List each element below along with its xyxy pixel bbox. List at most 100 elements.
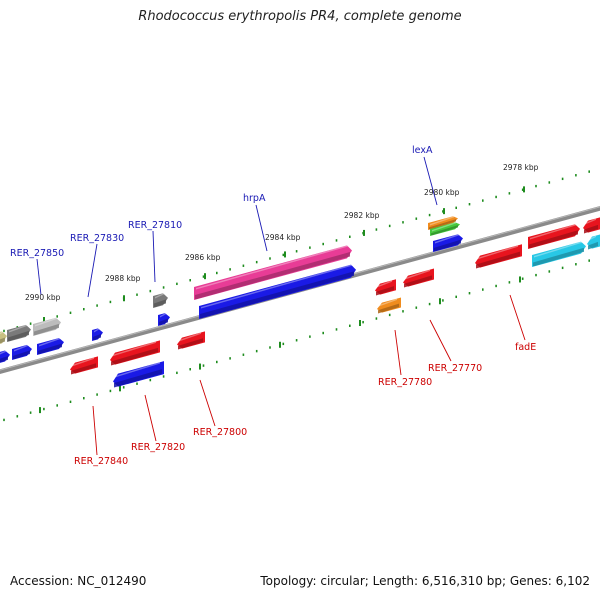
tick-dot	[402, 310, 404, 313]
leader-line	[36, 258, 42, 296]
tick-dot	[309, 335, 311, 338]
major-tick	[443, 208, 445, 215]
major-tick	[519, 276, 521, 283]
tick-dot	[96, 304, 98, 307]
tick-dot	[69, 311, 72, 315]
gene-label: fadE	[515, 342, 536, 353]
leader-line	[144, 394, 157, 442]
tick-dot	[468, 203, 471, 206]
gene-arrow	[583, 217, 600, 234]
tick-dot	[508, 281, 511, 284]
gene-arrow	[7, 324, 31, 342]
gene-arrow	[153, 292, 168, 308]
gene-highlight	[196, 244, 348, 290]
gene-arrow	[528, 223, 580, 249]
gene-highlight	[201, 264, 352, 309]
tick-dot	[96, 393, 98, 396]
major-tick	[284, 251, 286, 258]
tick-dot	[535, 273, 537, 277]
tick-dot	[335, 328, 338, 331]
gene-arrow	[0, 350, 10, 363]
gene-label: RER_27770	[428, 363, 482, 374]
gene-shade	[200, 271, 354, 319]
tick-dot	[3, 329, 5, 333]
major-tick	[359, 320, 361, 327]
tick-dot	[521, 188, 524, 191]
gene-highlight	[39, 337, 60, 347]
tick-dot	[83, 307, 85, 311]
leader-line	[152, 230, 156, 283]
leader-line	[92, 405, 98, 456]
gene-shade	[195, 252, 350, 300]
gene-label: RER_27830	[70, 233, 124, 244]
tick-dot	[535, 184, 537, 188]
tick-dot	[56, 315, 58, 318]
tick-dot	[176, 282, 178, 286]
tick-dot	[282, 253, 285, 257]
gene-arrow	[428, 215, 458, 230]
tick-dot	[388, 313, 391, 317]
gene-label: RER_27820	[131, 442, 185, 453]
tick-dot	[575, 174, 577, 177]
leader-line	[199, 379, 216, 427]
tick-dot	[309, 246, 311, 249]
tick-dot	[362, 320, 364, 324]
tick-dot	[149, 289, 152, 293]
gene-highlight	[9, 324, 27, 333]
tick-dot	[295, 339, 298, 342]
gene-highlight	[585, 218, 596, 225]
gene-shade	[34, 323, 59, 336]
gene-shade	[114, 369, 162, 388]
gene-shade	[429, 219, 456, 230]
gene-arrow	[403, 268, 434, 288]
tick-dot	[428, 213, 431, 217]
forward-gene-labels: RER_27850 RER_27830 RER_27810 hrpA lexA	[10, 145, 433, 259]
gene-shade	[431, 225, 458, 236]
gene-shade	[13, 350, 30, 360]
major-tick	[204, 273, 206, 280]
accession-text: Accession: NC_012490	[10, 574, 147, 588]
tick-dot	[402, 221, 404, 224]
leader-line	[429, 319, 452, 362]
major-tick	[523, 186, 525, 193]
tick-dot	[588, 259, 590, 262]
gene-highlight	[530, 223, 576, 240]
gene-arrow	[110, 340, 160, 366]
tick-dot	[189, 368, 191, 371]
gene-label: RER_27780	[378, 377, 432, 388]
tick-dot	[561, 177, 564, 181]
tick-label: 2988 kbp	[105, 274, 141, 283]
gene-highlight	[115, 362, 160, 378]
gene-highlight	[0, 350, 6, 355]
tick-dot	[428, 302, 431, 306]
gene-shade	[93, 333, 101, 341]
gene-shade	[376, 286, 394, 296]
gene-shade	[159, 318, 168, 326]
gene-highlight	[379, 298, 397, 307]
tick-dot	[588, 170, 590, 173]
tick-dot	[415, 306, 418, 309]
gene-shade	[0, 337, 5, 344]
tick-dot	[482, 288, 484, 291]
gene-arrow	[433, 233, 463, 252]
tick-dot	[442, 210, 444, 213]
major-tick	[119, 385, 121, 392]
leader-line	[87, 243, 98, 298]
tick-dot	[255, 349, 258, 353]
gene-highlight	[179, 332, 201, 342]
major-tick	[43, 317, 45, 324]
tick-dot	[162, 286, 165, 289]
gene-arrow	[377, 297, 401, 314]
gene-arrow	[0, 331, 7, 344]
gene-highlight	[377, 280, 392, 288]
tick-label: 2980 kbp	[424, 188, 460, 197]
tick-dot	[508, 192, 511, 195]
gene-arrow	[375, 279, 396, 296]
gene-highlight	[14, 344, 28, 352]
tick-dot	[442, 299, 444, 302]
tick-dot	[388, 224, 391, 228]
gene-highlight	[160, 312, 166, 318]
tick-dot	[122, 386, 125, 389]
tick-dot	[455, 295, 457, 299]
gene-shade	[178, 338, 203, 350]
